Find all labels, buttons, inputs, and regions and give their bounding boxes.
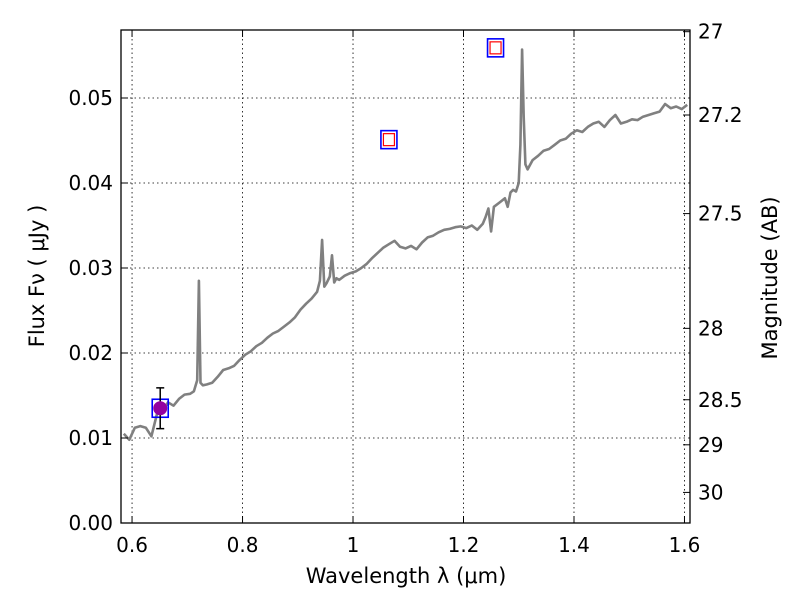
x-tick-label: 0.6 [116, 533, 148, 557]
y2-tick-label: 27 [698, 20, 723, 44]
photometry-square-marker [486, 38, 505, 58]
y2-tick-label: 27.2 [698, 103, 743, 127]
x-tick-label: 1.2 [448, 533, 480, 557]
spectrum-line [122, 48, 689, 442]
y-tick-label: 0.03 [68, 256, 113, 280]
y-tick-label: 0.00 [68, 511, 113, 535]
y-axis-label: Flux Fν ( μJy ) [25, 205, 49, 348]
grid [121, 30, 690, 524]
detection-circle-marker [153, 401, 168, 416]
model-square-marker [382, 133, 396, 147]
x-tick-label: 1.4 [558, 533, 590, 557]
x-tick-label: 1.6 [669, 533, 701, 557]
ticks: 0.6 0.8 1 1.2 1.4 1.6 0.00 0.01 0.02 0.03 0.04 0.05… [68, 20, 742, 557]
photometry-square-marker [380, 129, 398, 150]
photometry-layer [151, 38, 505, 430]
y2-tick-label: 30 [698, 480, 723, 504]
y2-tick-label: 28 [698, 316, 723, 340]
y-tick-label: 0.01 [68, 426, 113, 450]
y2-tick-label: 28.5 [698, 388, 743, 412]
x-tick-label: 0.8 [227, 533, 259, 557]
plot-frame [120, 29, 691, 524]
x-axis-label: Wavelength λ (μm) [306, 564, 507, 588]
y2-tick-label: 27.5 [698, 202, 743, 226]
y-tick-label: 0.02 [68, 341, 113, 365]
y-tick-label: 0.05 [68, 86, 113, 110]
x-tick-label: 1 [347, 533, 360, 557]
y2-tick-label: 29 [698, 433, 723, 457]
y2-axis-label: Magnitude (AB) [758, 196, 782, 359]
model-square-marker [489, 41, 502, 55]
spectrum-layer [122, 48, 689, 442]
y-tick-label: 0.04 [68, 171, 113, 195]
